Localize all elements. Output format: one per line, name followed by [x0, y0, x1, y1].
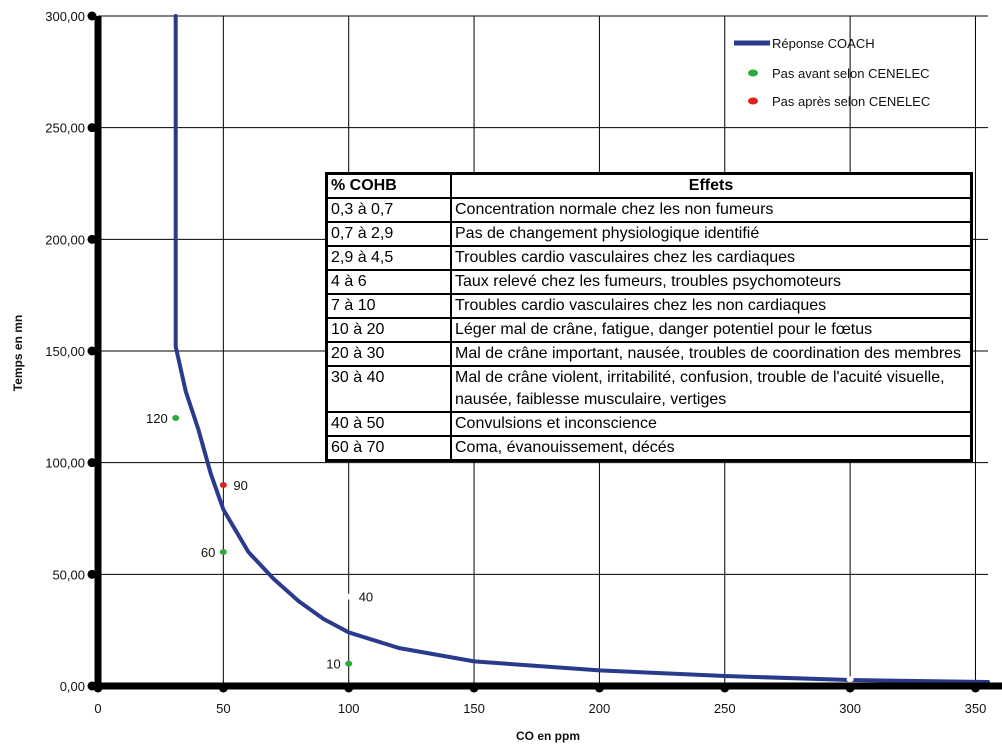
y-tick-label: 300,00: [45, 9, 85, 24]
header-effets: Effets: [450, 172, 973, 199]
header-cohb: % COHB: [325, 172, 452, 199]
data-point: [846, 676, 854, 683]
points-layer: 120 60 10 90 40: [146, 411, 854, 683]
y-tick-label: 50,00: [52, 567, 85, 582]
data-point: [219, 482, 227, 488]
y-tick-label: 250,00: [45, 121, 85, 136]
cohb-cell: 20 à 30: [325, 341, 452, 367]
table-row: 60 à 70 Coma, évanouissement, décés: [325, 435, 973, 462]
legend-label-coach: Réponse COACH: [772, 36, 875, 51]
table-row: 20 à 30 Mal de crâne important, nausée, t…: [325, 341, 973, 367]
y-tick-mark: [87, 11, 97, 21]
legend-label-apres: Pas après selon CENELEC: [772, 94, 930, 109]
effect-cell: Troubles cardio vasculaires chez les non…: [450, 293, 973, 319]
data-point: [345, 660, 353, 667]
point-label: 40: [359, 590, 373, 605]
cohb-cell: 40 à 50: [325, 411, 452, 437]
table-header-row: % COHB Effets: [325, 172, 973, 199]
effect-cell: Léger mal de crâne, fatigue, danger pote…: [450, 317, 973, 343]
effect-cell: Coma, évanouissement, décés: [450, 435, 973, 462]
y-tick-label: 100,00: [45, 456, 85, 471]
effects-table: % COHB Effets 0,3 à 0,7 Concentration nor…: [325, 172, 973, 462]
legend-marker-avant: [748, 69, 758, 77]
effect-cell: Taux relevé chez les fumeurs, troubles p…: [450, 269, 973, 295]
data-point: [219, 549, 227, 555]
legend-label-avant: Pas avant selon CENELEC: [772, 66, 930, 81]
table-row: 4 à 6 Taux relevé chez les fumeurs, troub…: [325, 269, 973, 295]
effect-cell: Pas de changement physiologique identifi…: [450, 221, 973, 247]
table-row: 10 à 20 Léger mal de crâne, fatigue, dang…: [325, 317, 973, 343]
y-tick-mark: [87, 458, 97, 468]
effect-cell: Convulsions et inconscience: [450, 411, 973, 437]
effect-cell: Mal de crâne violent, irritabilité, conf…: [450, 365, 973, 413]
point-label: 90: [233, 478, 247, 493]
curve-layer: [173, 14, 990, 684]
x-tick-label: 300: [839, 701, 861, 716]
cohb-cell: 0,3 à 0,7: [325, 197, 452, 223]
cohb-cell: 60 à 70: [325, 435, 452, 462]
point-label: 120: [146, 411, 168, 426]
x-axis-title: CO en ppm: [516, 729, 580, 743]
cohb-cell: 7 à 10: [325, 293, 452, 319]
y-tick-label: 0,00: [60, 679, 85, 694]
table-row: 0,7 à 2,9 Pas de changement physiologique…: [325, 221, 973, 247]
effect-cell: Troubles cardio vasculaires chez les car…: [450, 245, 973, 271]
y-tick-mark: [87, 123, 97, 133]
table-row: 30 à 40 Mal de crâne violent, irritabilit…: [325, 365, 973, 413]
legend-marker-apres: [748, 97, 758, 105]
y-axis-title: Temps en mn: [11, 315, 25, 391]
table-row: 0,3 à 0,7 Concentration normale chez les …: [325, 197, 973, 223]
data-point: [345, 593, 353, 600]
cohb-cell: 0,7 à 2,9: [325, 221, 452, 247]
axes: [87, 11, 1002, 693]
point-label: 10: [326, 657, 340, 672]
x-tick-label: 50: [216, 701, 230, 716]
table-row: 7 à 10 Troubles cardio vasculaires chez l…: [325, 293, 973, 319]
x-tick-label: 0: [94, 701, 101, 716]
y-tick-mark: [87, 569, 97, 579]
cohb-cell: 30 à 40: [325, 365, 452, 413]
legend: Réponse COACH Pas avant selon CENELEC Pa…: [734, 36, 930, 109]
cohb-cell: 4 à 6: [325, 269, 452, 295]
y-tick-mark: [87, 234, 97, 244]
cohb-cell: 10 à 20: [325, 317, 452, 343]
y-tick-mark: [87, 346, 97, 356]
x-tick-label: 200: [589, 701, 611, 716]
table-row: 2,9 à 4,5 Troubles cardio vasculaires che…: [325, 245, 973, 271]
coach-response-curve: [173, 14, 990, 684]
data-point: [172, 415, 180, 421]
cohb-cell: 2,9 à 4,5: [325, 245, 452, 271]
x-tick-label: 100: [338, 701, 360, 716]
point-label: 60: [201, 545, 215, 560]
x-tick-label: 150: [463, 701, 485, 716]
tick-labels: 0 50 100 150 200 250 300 350 0,00 50,00 100,00 150,…: [45, 9, 986, 716]
x-tick-label: 350: [965, 701, 987, 716]
y-tick-label: 200,00: [45, 232, 85, 247]
effect-cell: Concentration normale chez les non fumeu…: [450, 197, 973, 223]
table-row: 40 à 50 Convulsions et inconscience: [325, 411, 973, 437]
x-tick-label: 250: [714, 701, 736, 716]
y-tick-label: 150,00: [45, 344, 85, 359]
effect-cell: Mal de crâne important, nausée, troubles…: [450, 341, 973, 367]
